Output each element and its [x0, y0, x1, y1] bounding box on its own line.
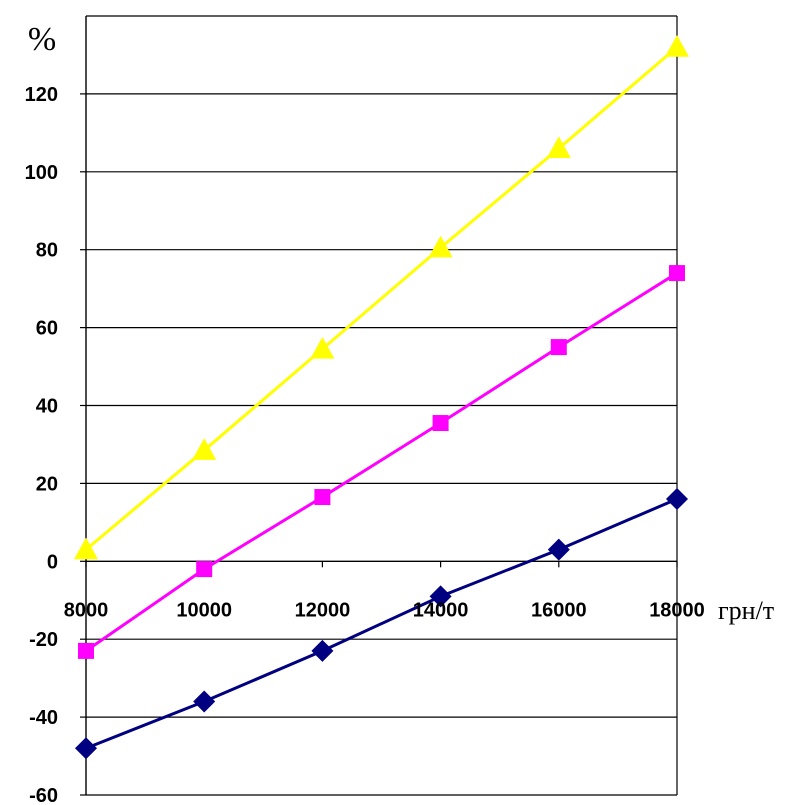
data-point-square	[196, 561, 213, 578]
x-tick-label: 12000	[295, 599, 351, 621]
data-point-triangle	[546, 136, 571, 159]
x-tick-label: 10000	[176, 599, 232, 621]
data-point-triangle	[428, 235, 453, 258]
tick-labels: 8000 10000 12000 14000 16000 18000 -60 -40 -20 0 2…	[25, 84, 705, 805]
data-point-diamond	[75, 737, 97, 760]
grid-lines	[86, 15, 677, 796]
data-point-triangle	[192, 438, 217, 460]
y-tick-label: 120	[25, 84, 58, 106]
data-point-triangle	[74, 537, 98, 560]
data-point-diamond	[429, 585, 452, 608]
x-tick-label: 8000	[64, 599, 109, 621]
series-line	[85, 46, 678, 551]
y-tick-label: -20	[29, 629, 58, 651]
x-axis-unit-label: грн/т	[718, 596, 774, 625]
data-point-triangle	[665, 35, 689, 57]
y-tick-label: 80	[36, 240, 58, 262]
data-point-square	[432, 415, 449, 432]
y-tick-label: -60	[29, 785, 58, 805]
y-tick-label: 0	[47, 551, 58, 573]
series-line	[85, 497, 678, 750]
x-tick-label: 14000	[413, 599, 469, 621]
data-point-diamond	[547, 538, 570, 561]
data-point-square	[314, 489, 331, 506]
y-tick-label: -40	[29, 707, 58, 729]
series-group	[74, 35, 689, 760]
data-point-diamond	[666, 487, 688, 510]
data-point-square	[550, 339, 567, 356]
y-tick-label: 100	[25, 162, 58, 184]
x-tick-label: 18000	[649, 599, 705, 621]
data-point-triangle	[310, 337, 335, 359]
data-point-square	[669, 265, 685, 282]
axes	[80, 16, 678, 796]
series-line	[85, 271, 678, 653]
y-tick-label: 20	[36, 473, 58, 495]
y-axis-label: %	[28, 21, 56, 58]
x-tick-label: 16000	[531, 599, 587, 621]
y-tick-label: 60	[36, 318, 58, 340]
y-tick-label: 40	[36, 396, 58, 418]
data-point-diamond	[311, 639, 334, 662]
data-point-square	[78, 642, 94, 659]
data-point-diamond	[193, 690, 216, 713]
